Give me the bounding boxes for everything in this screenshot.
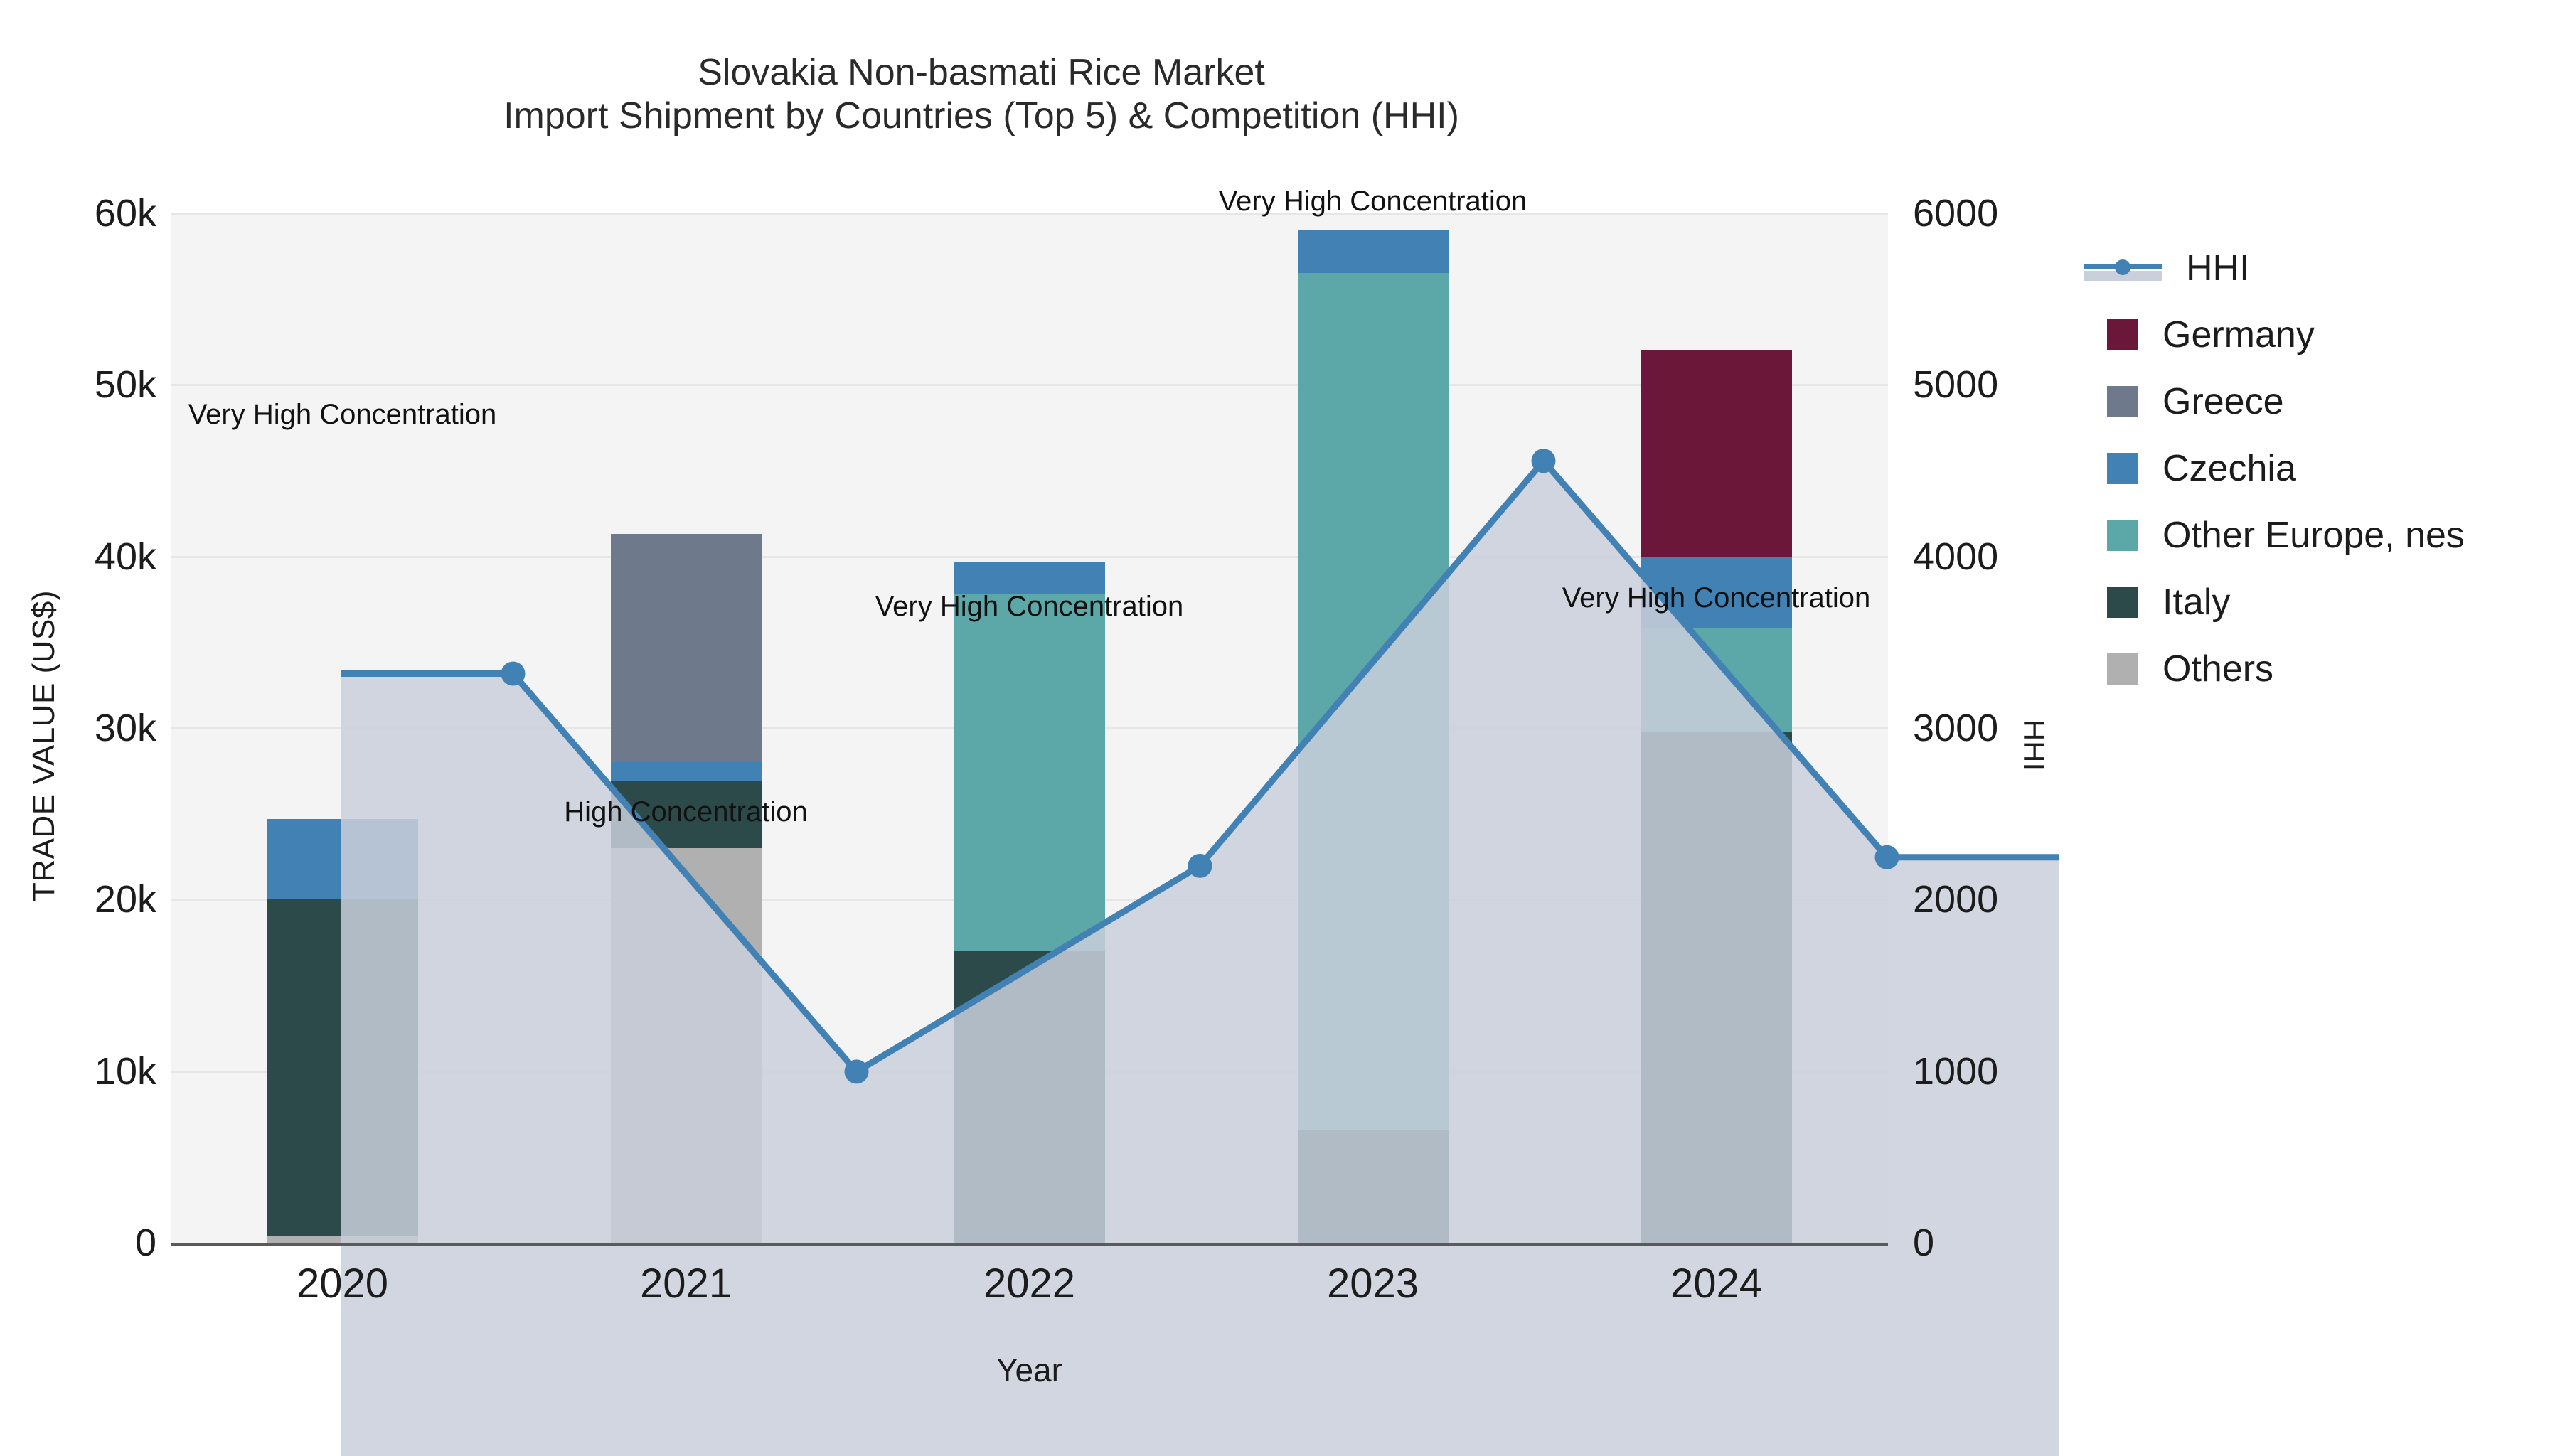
hhi-area-fill bbox=[341, 461, 2059, 1456]
gridline bbox=[171, 555, 1888, 558]
y-axis-right-tick-label: 4000 bbox=[1913, 535, 1999, 578]
y-axis-tick-label: 60k bbox=[94, 192, 156, 235]
legend-item-label: Italy bbox=[2162, 582, 2231, 623]
y-axis-tick-label: 10k bbox=[94, 1049, 156, 1093]
bar-segment[interactable] bbox=[954, 561, 1105, 594]
bar-segment[interactable] bbox=[1641, 350, 1792, 557]
bar-segment[interactable] bbox=[610, 762, 762, 781]
concentration-annotation: Very High Concentration bbox=[1562, 582, 1871, 614]
gridline bbox=[171, 213, 1888, 215]
y-axis-right-tick-label: 3000 bbox=[1913, 707, 1999, 749]
y-axis-right-tick-label: 5000 bbox=[1913, 363, 1999, 407]
legend-item-label: Czechia bbox=[2162, 448, 2296, 489]
y-axis-tick-label: 0 bbox=[134, 1221, 156, 1264]
concentration-annotation: High Concentration bbox=[564, 796, 808, 828]
legend-item[interactable]: Others bbox=[2084, 636, 2553, 702]
legend-area-band bbox=[2084, 271, 2162, 281]
x-axis-title: Year bbox=[996, 1351, 1062, 1388]
x-axis-tick-label: 2020 bbox=[296, 1260, 389, 1307]
bar-segment[interactable] bbox=[1297, 230, 1449, 274]
hhi-line-series bbox=[341, 449, 2059, 1456]
gridline bbox=[171, 384, 1888, 387]
legend-item-label: Others bbox=[2162, 648, 2274, 690]
legend: HHI Germany Greece Czechia Other Europe, nes… bbox=[2084, 235, 2553, 702]
bar-segment[interactable] bbox=[610, 534, 762, 763]
x-axis-tick-label: 2024 bbox=[1670, 1260, 1763, 1307]
y-axis-right-tick-label: 6000 bbox=[1913, 192, 1999, 235]
hhi-data-point[interactable] bbox=[1874, 845, 1899, 869]
concentration-annotation: Very High Concentration bbox=[875, 590, 1184, 622]
legend-swatch-icon bbox=[2107, 653, 2138, 685]
y-axis-left-title: TRADE VALUE (US$) bbox=[26, 590, 61, 901]
legend-item[interactable]: Italy bbox=[2084, 569, 2553, 636]
plot-area: Very High Concentration High Concentratio… bbox=[171, 186, 2059, 1456]
hhi-data-point[interactable] bbox=[501, 661, 526, 686]
hhi-data-point[interactable] bbox=[1531, 449, 1556, 473]
legend-swatch-icon bbox=[2107, 453, 2138, 484]
legend-item-label: HHI bbox=[2186, 247, 2250, 289]
legend-item[interactable]: HHI bbox=[2084, 235, 2553, 301]
chart-subtitle: Import Shipment by Countries (Top 5) & C… bbox=[503, 95, 1459, 137]
y-axis-right-tick-label: 1000 bbox=[1913, 1049, 1999, 1093]
legend-item[interactable]: Germany bbox=[2084, 301, 2553, 368]
x-axis-tick-label: 2022 bbox=[983, 1260, 1076, 1307]
legend-item-label: Greece bbox=[2162, 381, 2284, 422]
y-axis-right-tick-label: 2000 bbox=[1913, 878, 1999, 921]
hhi-data-point[interactable] bbox=[1188, 853, 1212, 878]
legend-item[interactable]: Greece bbox=[2084, 368, 2553, 435]
concentration-annotation: Very High Concentration bbox=[1218, 186, 1527, 218]
y-axis-tick-label: 20k bbox=[94, 878, 156, 921]
y-axis-right-tick-label: 0 bbox=[1913, 1221, 1935, 1264]
chart-title-block: Slovakia Non-basmati Rice Market Import … bbox=[0, 51, 1963, 139]
legend-item[interactable]: Czechia bbox=[2084, 435, 2553, 502]
x-axis-tick-label: 2021 bbox=[639, 1260, 732, 1307]
legend-swatch-icon bbox=[2107, 520, 2138, 551]
y-axis-right-title: HHI bbox=[2017, 719, 2051, 771]
legend-item-label: Germany bbox=[2162, 314, 2315, 355]
legend-line-marker-icon bbox=[2084, 252, 2162, 284]
x-axis-tick-label: 2023 bbox=[1326, 1260, 1419, 1307]
legend-swatch-icon bbox=[2107, 587, 2138, 618]
y-axis-tick-label: 50k bbox=[94, 363, 156, 407]
legend-swatch-icon bbox=[2107, 386, 2138, 417]
legend-item-label: Other Europe, nes bbox=[2162, 515, 2465, 556]
y-axis-tick-label: 30k bbox=[94, 707, 156, 749]
legend-dot-icon bbox=[2115, 259, 2130, 275]
legend-item[interactable]: Other Europe, nes bbox=[2084, 502, 2553, 569]
page-title: Slovakia Non-basmati Rice Market bbox=[698, 52, 1265, 93]
bar-segment[interactable] bbox=[954, 594, 1105, 951]
x-axis-line bbox=[171, 1243, 1888, 1246]
hhi-data-point[interactable] bbox=[844, 1059, 869, 1084]
legend-swatch-icon bbox=[2107, 319, 2138, 350]
concentration-annotation: Very High Concentration bbox=[188, 398, 497, 430]
y-axis-tick-label: 40k bbox=[94, 535, 156, 578]
